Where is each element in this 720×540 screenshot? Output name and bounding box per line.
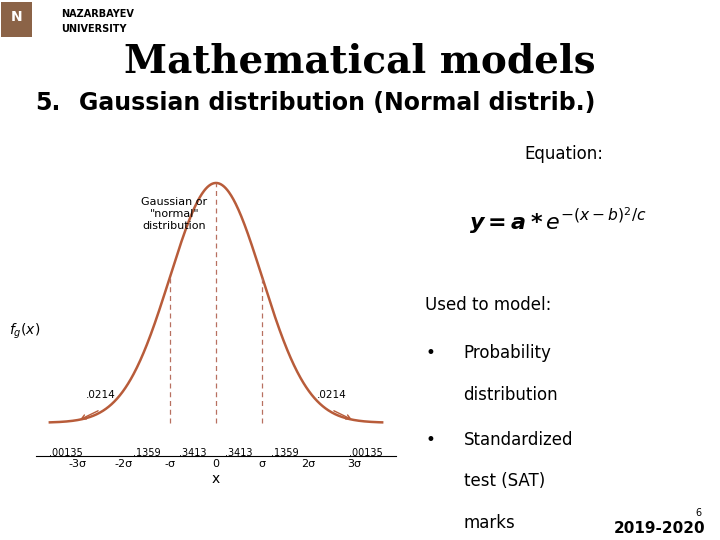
Text: Gaussian or
"normal"
distribution: Gaussian or "normal" distribution	[141, 197, 207, 231]
Text: 6: 6	[696, 509, 702, 518]
Text: .00135: .00135	[349, 448, 383, 458]
Text: N: N	[11, 10, 22, 24]
Text: UNIVERSITY: UNIVERSITY	[61, 24, 127, 34]
Text: •: •	[425, 430, 435, 449]
Text: test (SAT): test (SAT)	[464, 472, 545, 490]
Text: Used to model:: Used to model:	[425, 295, 552, 314]
Text: Mathematical models: Mathematical models	[124, 43, 596, 80]
Text: .1359: .1359	[271, 448, 299, 458]
Text: Equation:: Equation:	[524, 145, 603, 163]
Text: Standardized: Standardized	[464, 430, 573, 449]
Text: marks: marks	[464, 514, 516, 532]
Text: •: •	[425, 344, 435, 362]
Text: .1359: .1359	[133, 448, 161, 458]
Text: .3413: .3413	[225, 448, 253, 458]
Text: NAZARBAYEV: NAZARBAYEV	[61, 9, 134, 18]
Text: Gaussian distribution (Normal distrib.): Gaussian distribution (Normal distrib.)	[78, 91, 595, 114]
Bar	[1, 2, 32, 37]
Text: Probability: Probability	[464, 344, 552, 362]
Text: .00135: .00135	[49, 448, 83, 458]
X-axis label: x: x	[212, 472, 220, 486]
Text: distribution: distribution	[464, 386, 558, 403]
Text: 5.: 5.	[35, 91, 60, 114]
Text: $f_g(x)$: $f_g(x)$	[9, 322, 40, 341]
Text: .0214: .0214	[86, 390, 115, 400]
Text: .0214: .0214	[317, 390, 346, 400]
Text: Foundation Year Program: Foundation Year Program	[530, 15, 698, 28]
Text: $\boldsymbol{y = a * e^{-(x-b)^2/c}}$: $\boldsymbol{y = a * e^{-(x-b)^2/c}}$	[469, 206, 647, 236]
Text: .3413: .3413	[179, 448, 207, 458]
Text: 2019-2020: 2019-2020	[614, 521, 706, 536]
